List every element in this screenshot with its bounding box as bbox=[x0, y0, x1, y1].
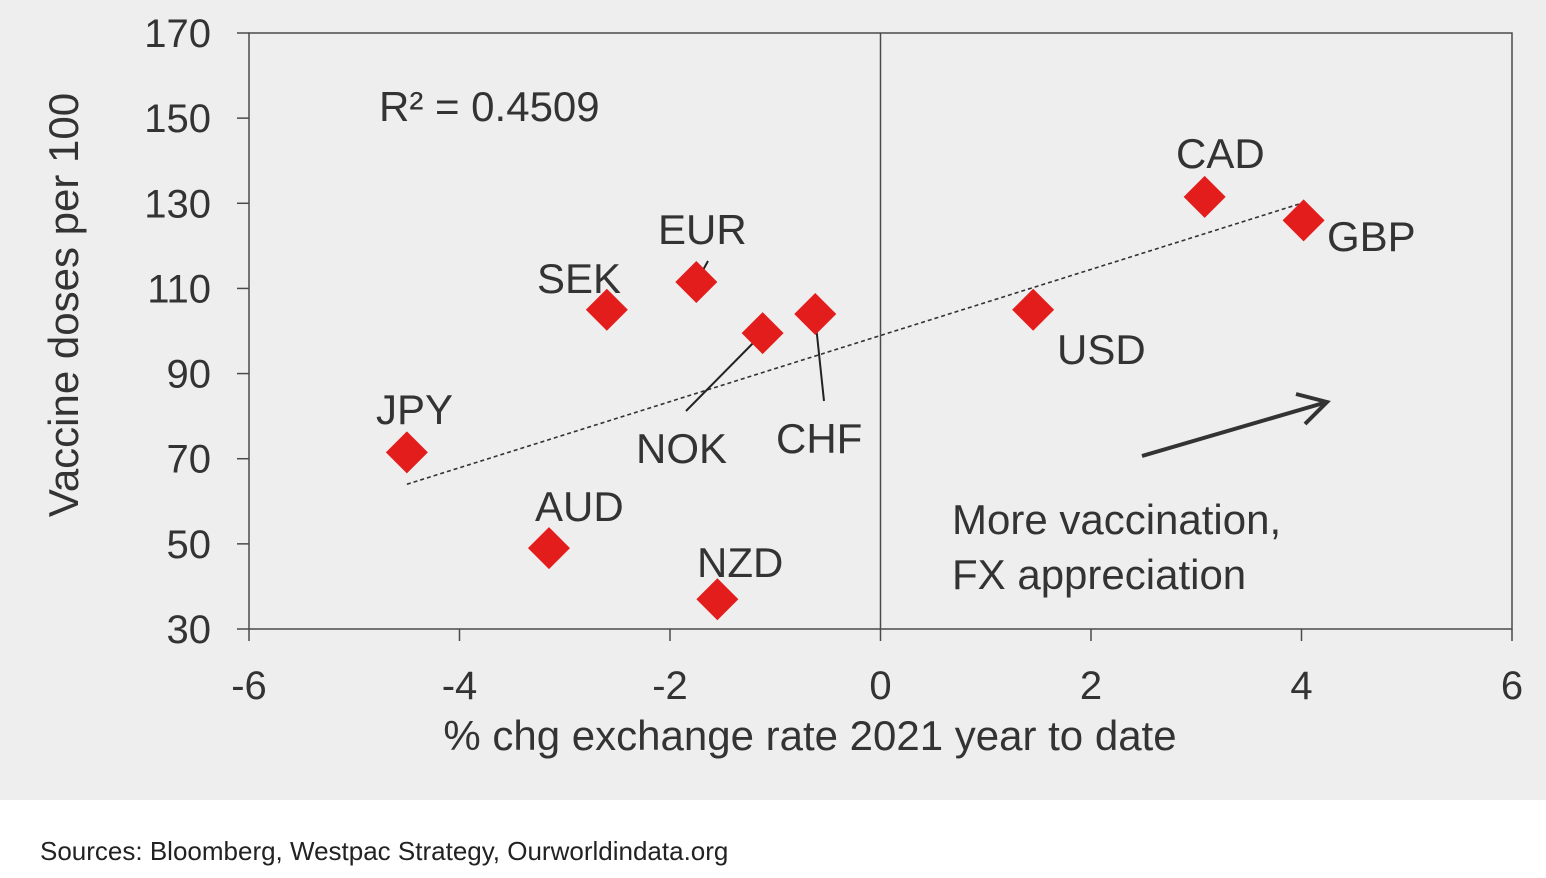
y-tick-label: 30 bbox=[167, 608, 212, 652]
label-usd: USD bbox=[1057, 326, 1146, 373]
point-sek bbox=[585, 288, 628, 331]
y-tick-label: 110 bbox=[147, 267, 211, 311]
y-tick-label: 50 bbox=[167, 523, 212, 567]
point-eur bbox=[675, 261, 718, 304]
x-tick-label: 4 bbox=[1290, 664, 1312, 708]
nok-leader-line bbox=[685, 333, 763, 412]
point-nzd bbox=[696, 578, 739, 621]
chart-panel: 30 50 70 90 110 130 150 170 -6 -4 -2 0 2 4 6 JPY AUD … bbox=[0, 0, 1546, 800]
trend-line bbox=[406, 202, 1302, 486]
point-cad bbox=[1183, 175, 1226, 218]
point-nok bbox=[741, 312, 784, 355]
point-aud bbox=[527, 527, 570, 570]
label-jpy: JPY bbox=[376, 386, 453, 433]
label-sek: SEK bbox=[537, 255, 621, 302]
x-tick-label: 2 bbox=[1080, 664, 1102, 708]
label-eur: EUR bbox=[658, 206, 747, 253]
point-gbp bbox=[1282, 199, 1325, 242]
direction-arrow bbox=[1141, 392, 1331, 458]
annotation-line-1: More vaccination, bbox=[952, 496, 1281, 543]
label-gbp: GBP bbox=[1327, 213, 1416, 260]
x-axis-title: % chg exchange rate 2021 year to date bbox=[443, 712, 1176, 759]
x-tick-label: -2 bbox=[652, 664, 688, 708]
r-squared-label: R² = 0.4509 bbox=[379, 83, 600, 130]
y-tick-label: 170 bbox=[144, 12, 211, 56]
point-chf bbox=[794, 292, 837, 335]
source-note: Sources: Bloomberg, Westpac Strategy, Ou… bbox=[40, 836, 729, 866]
label-chf: CHF bbox=[776, 415, 862, 462]
x-tick-label: -6 bbox=[231, 664, 267, 708]
y-tick-label: 150 bbox=[144, 97, 211, 141]
point-jpy bbox=[385, 431, 428, 474]
annotation-line-2: FX appreciation bbox=[952, 551, 1246, 598]
point-usd bbox=[1012, 288, 1055, 331]
label-aud: AUD bbox=[535, 483, 624, 530]
x-tick-label: 0 bbox=[869, 664, 891, 708]
label-nok: NOK bbox=[636, 425, 727, 472]
label-cad: CAD bbox=[1176, 130, 1265, 177]
label-nzd: NZD bbox=[697, 539, 783, 586]
y-axis-title: Vaccine doses per 100 bbox=[40, 93, 87, 517]
y-tick-label: 90 bbox=[167, 353, 212, 397]
x-tick-label: -4 bbox=[442, 664, 478, 708]
y-tick-label: 70 bbox=[167, 438, 212, 482]
x-tick-label: 6 bbox=[1501, 664, 1523, 708]
y-tick-label: 130 bbox=[144, 182, 211, 226]
